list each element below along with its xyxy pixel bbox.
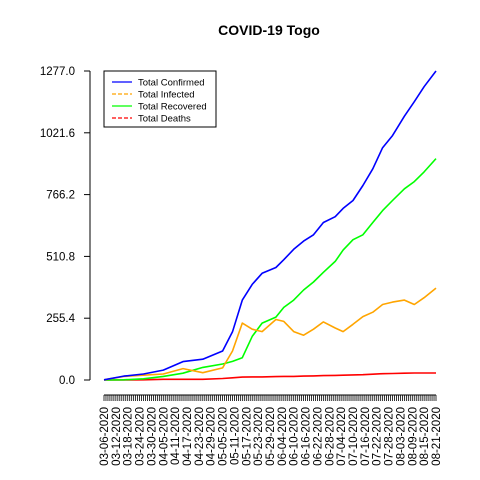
x-tick-label: 08-09-2020 [407, 407, 419, 466]
legend-label: Total Confirmed [138, 78, 205, 89]
y-tick-label: 0.0 [59, 375, 75, 387]
x-tick-label: 03-12-2020 [111, 407, 123, 466]
series-line-total-deaths [104, 372, 436, 381]
y-tick-label: 1277.0 [40, 66, 75, 78]
x-tick-label: 03-06-2020 [99, 407, 111, 466]
x-tick-label: 05-23-2020 [253, 407, 265, 466]
legend-label: Total Infected [138, 90, 195, 101]
y-axis: 0.0 255.4 510.8 766.2 1021.6 1277.0 [40, 66, 91, 387]
x-tick-label: 05-11-2020 [229, 407, 241, 465]
y-tick-label: 510.8 [46, 251, 75, 263]
x-axis: 03-06-2020 03-12-2020 03-18-2020 03-24-2020… [99, 394, 443, 466]
y-tick-label: 1021.6 [40, 128, 75, 140]
x-tick-label: 06-10-2020 [289, 407, 301, 466]
x-tick-label: 04-29-2020 [206, 407, 218, 466]
x-tick-label: 06-04-2020 [277, 407, 289, 466]
x-tick-label: 04-23-2020 [194, 407, 206, 466]
legend-label: Total Deaths [138, 114, 191, 125]
legend-box [103, 70, 217, 128]
x-tick-label: 08-21-2020 [431, 407, 443, 466]
x-tick-label: 06-22-2020 [312, 407, 324, 466]
x-tick-label: 04-11-2020 [170, 407, 182, 465]
x-tick-label: 07-22-2020 [372, 407, 384, 466]
x-tick-label: 07-16-2020 [360, 407, 372, 466]
x-tick-label: 06-16-2020 [301, 407, 313, 466]
x-tick-label: 05-05-2020 [218, 407, 230, 466]
x-tick-label: 04-05-2020 [158, 407, 170, 466]
x-tick-label: 08-15-2020 [419, 407, 431, 466]
x-tick-label: 03-30-2020 [146, 407, 158, 466]
x-tick-label: 08-03-2020 [395, 407, 407, 466]
x-tick-label: 03-24-2020 [135, 407, 147, 466]
x-tick-label: 05-17-2020 [241, 407, 253, 466]
y-tick-label: 255.4 [46, 313, 75, 325]
x-tick-label: 07-10-2020 [348, 407, 360, 466]
y-tick-label: 766.2 [46, 190, 75, 202]
x-tick-label: 05-29-2020 [265, 407, 277, 466]
x-tick-label: 07-28-2020 [384, 407, 396, 466]
x-tick-label: 03-18-2020 [123, 407, 135, 466]
series-lines [103, 70, 437, 381]
x-tick-label: 06-28-2020 [324, 407, 336, 466]
x-tick-label: 07-04-2020 [336, 407, 348, 466]
x-tick-label: 04-17-2020 [182, 407, 194, 466]
chart-title: COVID-19 Togo [218, 22, 320, 38]
series-line-total-infected [103, 287, 437, 381]
legend-label: Total Recovered [138, 102, 207, 113]
series-line-total-confirmed [103, 70, 437, 381]
